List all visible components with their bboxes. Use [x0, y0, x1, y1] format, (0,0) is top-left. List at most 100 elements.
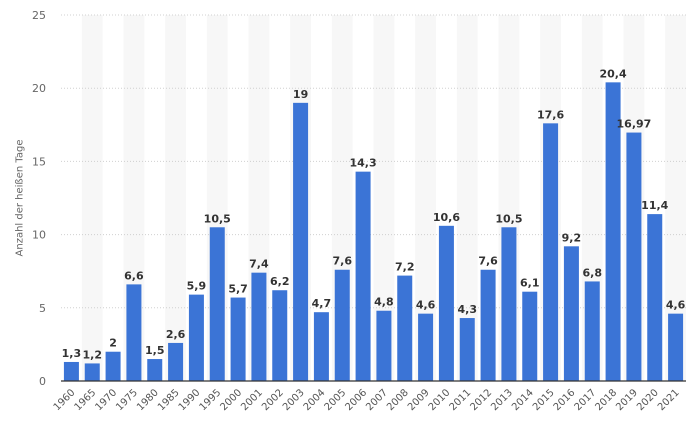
x-tick-label: 1975: [114, 387, 140, 413]
x-tick-label: 1960: [52, 387, 78, 413]
x-tick-label: 1990: [177, 387, 203, 413]
value-label: 5,7: [228, 283, 248, 296]
x-tick-label: 1965: [73, 387, 99, 413]
value-label: 2,6: [166, 328, 186, 341]
y-tick-label: 0: [39, 375, 46, 388]
x-tick-label: 2006: [343, 387, 369, 413]
x-tick-label: 2008: [385, 387, 411, 413]
value-label: 4,7: [312, 297, 332, 310]
value-label: 6,6: [124, 269, 144, 282]
bar[interactable]: [147, 359, 163, 381]
bar[interactable]: [251, 272, 267, 381]
value-label: 20,4: [600, 67, 627, 80]
x-tick-label: 2009: [406, 387, 432, 413]
column-band: [165, 15, 186, 381]
bar[interactable]: [313, 312, 329, 381]
x-tick-label: 2003: [281, 387, 307, 413]
value-label: 6,1: [520, 277, 540, 290]
value-label: 2: [109, 337, 117, 350]
bar[interactable]: [168, 342, 184, 381]
column-band: [456, 15, 478, 381]
bar[interactable]: [209, 227, 225, 381]
x-tick-label: 1980: [135, 387, 161, 413]
bar[interactable]: [334, 269, 350, 381]
bar[interactable]: [126, 284, 142, 381]
value-label: 1,2: [83, 348, 103, 361]
y-tick-label: 20: [32, 82, 46, 95]
value-label: 14,3: [350, 157, 377, 170]
y-tick-label: 25: [32, 9, 46, 22]
x-tick-label: 1995: [198, 387, 224, 413]
value-label: 5,9: [187, 280, 207, 293]
column-band: [81, 15, 103, 381]
bar[interactable]: [105, 351, 121, 381]
value-label: 4,8: [374, 296, 394, 309]
bar[interactable]: [376, 310, 392, 381]
value-label: 17,6: [537, 108, 564, 121]
bar[interactable]: [668, 313, 684, 381]
bar[interactable]: [563, 246, 579, 381]
bar[interactable]: [647, 214, 663, 381]
bar[interactable]: [626, 132, 642, 381]
x-tick-label: 2020: [635, 387, 661, 413]
value-label: 4,6: [666, 299, 686, 312]
x-tick-label: 1985: [156, 387, 182, 413]
bar[interactable]: [355, 171, 371, 381]
bar[interactable]: [418, 313, 434, 381]
value-label: 10,5: [495, 212, 522, 225]
x-tick-label: 2011: [448, 387, 474, 413]
bar[interactable]: [272, 290, 288, 381]
x-tick-label: 2001: [239, 387, 265, 413]
x-tick-label: 2015: [531, 387, 557, 413]
bar[interactable]: [605, 82, 621, 382]
value-label: 1,3: [62, 347, 82, 360]
bar[interactable]: [84, 363, 100, 381]
bar[interactable]: [459, 318, 475, 381]
value-label: 6,8: [583, 266, 603, 279]
y-tick-label: 10: [32, 229, 46, 242]
x-tick-label: 1970: [93, 387, 119, 413]
x-tick-label: 2021: [656, 387, 682, 413]
y-tick-label: 15: [32, 155, 46, 168]
x-tick-label: 2005: [323, 387, 349, 413]
value-label: 7,6: [333, 255, 353, 268]
bar[interactable]: [584, 281, 600, 381]
x-tick-label: 2014: [510, 387, 536, 413]
bar[interactable]: [501, 227, 517, 381]
x-tick-label: 2013: [489, 387, 515, 413]
y-tick-label: 5: [39, 302, 46, 315]
column-band: [373, 15, 395, 381]
bar[interactable]: [397, 275, 413, 381]
bar[interactable]: [230, 297, 246, 381]
x-tick-label: 2017: [573, 387, 599, 413]
x-tick-label: 2016: [552, 387, 578, 413]
bar[interactable]: [543, 123, 559, 381]
value-label: 11,4: [641, 199, 668, 212]
x-tick-label: 2019: [614, 387, 640, 413]
value-label: 10,6: [433, 211, 460, 224]
value-label: 1,5: [145, 344, 165, 357]
x-tick-label: 2010: [427, 387, 453, 413]
bar[interactable]: [293, 102, 309, 381]
value-label: 7,4: [249, 258, 269, 271]
column-band: [415, 15, 436, 381]
x-tick-label: 2002: [260, 387, 286, 413]
value-label: 4,6: [416, 299, 436, 312]
value-label: 6,2: [270, 275, 290, 288]
bar[interactable]: [438, 225, 454, 381]
x-tick-label: 2000: [218, 387, 244, 413]
bar[interactable]: [188, 294, 204, 381]
value-label: 7,2: [395, 261, 415, 274]
bar[interactable]: [480, 269, 496, 381]
value-label: 7,6: [478, 255, 498, 268]
bar[interactable]: [63, 361, 79, 381]
bar[interactable]: [522, 291, 538, 381]
value-label: 4,3: [458, 303, 478, 316]
x-tick-label: 2007: [364, 387, 390, 413]
x-tick-label: 2012: [468, 387, 494, 413]
x-tick-label: 2018: [593, 387, 619, 413]
value-label: 9,2: [562, 231, 582, 244]
value-label: 19: [293, 88, 308, 101]
x-tick-label: 2004: [302, 387, 328, 413]
